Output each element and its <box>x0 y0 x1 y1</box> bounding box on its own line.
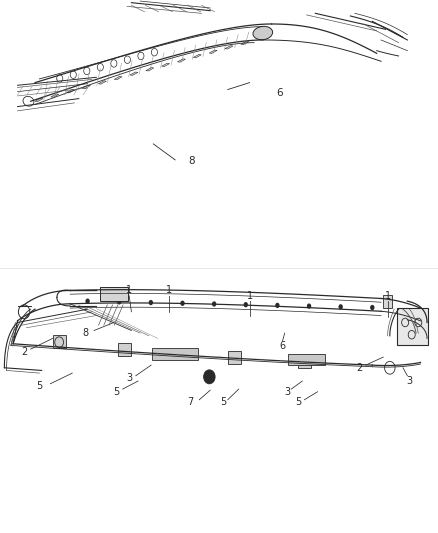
Text: 6: 6 <box>276 88 283 98</box>
Text: 5: 5 <box>295 398 301 407</box>
FancyBboxPatch shape <box>53 335 66 348</box>
Text: 3: 3 <box>126 374 132 383</box>
Text: 3: 3 <box>284 387 290 397</box>
Polygon shape <box>209 50 217 53</box>
Circle shape <box>339 304 343 310</box>
Text: 1: 1 <box>126 286 132 295</box>
FancyBboxPatch shape <box>152 348 198 360</box>
FancyBboxPatch shape <box>288 354 325 365</box>
Polygon shape <box>99 80 106 84</box>
Polygon shape <box>162 63 170 67</box>
Circle shape <box>148 300 153 305</box>
Text: 5: 5 <box>113 387 119 397</box>
Text: 5: 5 <box>220 398 226 407</box>
FancyBboxPatch shape <box>298 355 311 368</box>
Circle shape <box>204 370 215 384</box>
Text: 1: 1 <box>247 291 253 301</box>
Text: 2: 2 <box>21 347 27 357</box>
FancyBboxPatch shape <box>118 343 131 356</box>
Polygon shape <box>130 72 138 75</box>
Circle shape <box>244 302 248 308</box>
Circle shape <box>370 305 374 310</box>
FancyBboxPatch shape <box>383 295 392 308</box>
Polygon shape <box>114 76 122 80</box>
Circle shape <box>180 301 185 306</box>
Text: 6: 6 <box>279 342 286 351</box>
Ellipse shape <box>253 26 272 40</box>
Text: 5: 5 <box>36 382 42 391</box>
FancyBboxPatch shape <box>100 287 128 301</box>
Polygon shape <box>51 94 59 98</box>
Text: 2: 2 <box>356 363 362 373</box>
Text: 7: 7 <box>187 398 194 407</box>
Circle shape <box>85 298 90 304</box>
Polygon shape <box>35 98 43 102</box>
Text: 8: 8 <box>82 328 88 338</box>
Polygon shape <box>177 59 185 62</box>
Text: 1: 1 <box>166 286 172 295</box>
Polygon shape <box>82 85 90 88</box>
Circle shape <box>117 299 121 304</box>
Polygon shape <box>225 46 233 49</box>
FancyBboxPatch shape <box>228 351 241 364</box>
Polygon shape <box>241 41 249 45</box>
Polygon shape <box>146 68 154 71</box>
Text: 1: 1 <box>385 291 391 301</box>
Polygon shape <box>194 54 201 58</box>
FancyBboxPatch shape <box>397 308 428 345</box>
Polygon shape <box>67 90 74 93</box>
Text: 3: 3 <box>406 376 413 386</box>
Circle shape <box>212 301 216 306</box>
Circle shape <box>307 303 311 309</box>
Circle shape <box>275 303 279 308</box>
Text: 8: 8 <box>188 156 195 166</box>
